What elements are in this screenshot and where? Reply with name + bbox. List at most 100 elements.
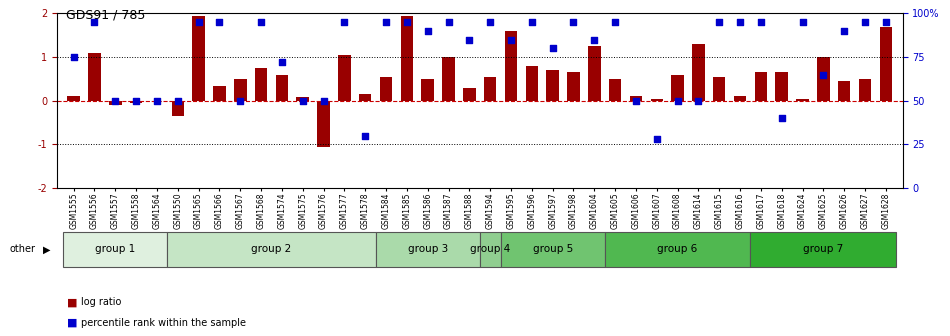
Point (316, 98, 332, 103)
Bar (359, 94, 371, 101)
Point (128, 98, 143, 103)
Bar (88, 53, 101, 101)
Text: ■: ■ (66, 297, 77, 307)
Bar (630, 96, 642, 101)
Point (107, 98, 123, 103)
Point (170, 98, 185, 103)
Bar (401, 16, 413, 101)
Point (378, 19, 393, 25)
Point (66, 54, 82, 60)
Point (566, 19, 581, 25)
Text: group 7: group 7 (804, 245, 844, 254)
Bar (317, 101, 330, 147)
Point (212, 19, 227, 25)
Bar (609, 79, 621, 101)
Bar (754, 73, 768, 101)
Bar (109, 101, 122, 105)
Point (191, 19, 206, 25)
Point (462, 37, 477, 42)
Point (295, 98, 311, 103)
Point (878, 19, 893, 25)
Text: group 3: group 3 (408, 245, 447, 254)
Point (795, 19, 810, 25)
Text: group 6: group 6 (657, 245, 697, 254)
Point (837, 28, 852, 34)
Point (858, 19, 873, 25)
Bar (234, 79, 246, 101)
Point (233, 98, 248, 103)
Bar (859, 79, 871, 101)
Text: ▶: ▶ (43, 245, 50, 254)
FancyBboxPatch shape (605, 232, 750, 267)
Bar (838, 81, 850, 101)
Point (649, 136, 664, 142)
Bar (276, 75, 288, 101)
Text: log ratio: log ratio (81, 297, 122, 307)
Bar (713, 77, 726, 101)
Point (420, 28, 435, 34)
Bar (338, 55, 351, 101)
Bar (422, 79, 434, 101)
Text: percentile rank within the sample: percentile rank within the sample (81, 318, 246, 328)
Bar (255, 68, 267, 101)
Bar (504, 31, 517, 101)
Point (275, 60, 290, 65)
Point (86, 19, 102, 25)
Bar (880, 27, 892, 101)
Bar (67, 95, 80, 101)
FancyBboxPatch shape (64, 232, 167, 267)
Text: group 5: group 5 (533, 245, 573, 254)
Point (357, 133, 372, 138)
Point (732, 19, 748, 25)
FancyBboxPatch shape (501, 232, 605, 267)
Text: group 2: group 2 (252, 245, 292, 254)
FancyBboxPatch shape (375, 232, 480, 267)
Point (545, 46, 560, 51)
Point (254, 19, 269, 25)
Bar (567, 73, 580, 101)
Bar (130, 101, 142, 103)
Point (483, 19, 498, 25)
Point (712, 19, 727, 25)
Point (504, 37, 519, 42)
Bar (775, 73, 788, 101)
Bar (213, 86, 226, 101)
FancyBboxPatch shape (750, 232, 896, 267)
Bar (192, 16, 205, 101)
Text: group 1: group 1 (95, 245, 136, 254)
Bar (463, 88, 476, 101)
Bar (693, 44, 705, 101)
Text: group 4: group 4 (470, 245, 510, 254)
Bar (672, 75, 684, 101)
Point (441, 19, 456, 25)
Point (149, 98, 164, 103)
Bar (525, 66, 538, 101)
Point (628, 98, 643, 103)
Bar (817, 57, 829, 101)
Point (607, 19, 622, 25)
Bar (546, 70, 559, 101)
Point (524, 19, 540, 25)
Point (816, 72, 831, 77)
Text: other: other (10, 245, 35, 254)
Bar (380, 77, 392, 101)
Point (691, 98, 706, 103)
Point (774, 116, 789, 121)
Bar (733, 96, 747, 101)
Bar (588, 46, 600, 101)
Bar (651, 99, 663, 101)
Point (670, 98, 685, 103)
Bar (296, 97, 309, 101)
Bar (172, 101, 184, 116)
Point (399, 19, 414, 25)
Point (753, 19, 769, 25)
Text: ■: ■ (66, 318, 77, 328)
FancyBboxPatch shape (480, 232, 501, 267)
Point (337, 19, 352, 25)
Bar (443, 57, 455, 101)
Bar (484, 77, 497, 101)
Bar (796, 99, 808, 101)
Point (587, 37, 602, 42)
Text: GDS91 / 785: GDS91 / 785 (66, 8, 146, 22)
FancyBboxPatch shape (167, 232, 375, 267)
